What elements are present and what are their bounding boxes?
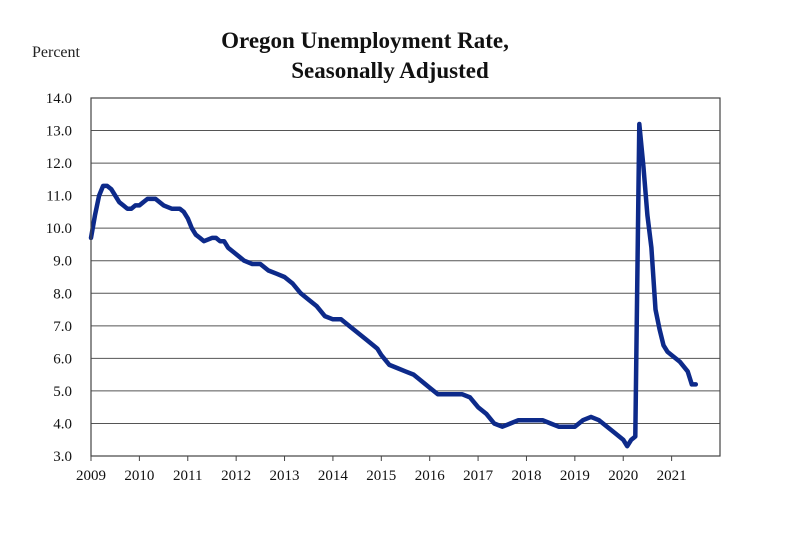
x-tick-labels: 2009 2010 2011 2012 2013 2014 2015 2016 2017 2018… bbox=[76, 456, 687, 484]
y-tick-labels: 14.0 13.0 12.0 11.0 10.0 9.0 8.0 7.0 6.0 5.0 4.0 3.… bbox=[46, 91, 72, 465]
y-tick-label: 8.0 bbox=[53, 286, 72, 302]
x-tick-label: 2012 bbox=[221, 468, 251, 484]
x-tick-label: 2009 bbox=[76, 468, 106, 484]
x-tick-label: 2020 bbox=[608, 468, 638, 484]
gridlines bbox=[91, 97, 720, 457]
y-tick-label: 14.0 bbox=[46, 91, 72, 107]
series-layer bbox=[88, 121, 699, 449]
x-tick-label: 2013 bbox=[270, 468, 300, 484]
x-tick-label: 2017 bbox=[463, 468, 494, 484]
x-tick-label: 2011 bbox=[173, 468, 202, 484]
x-tick-label: 2021 bbox=[657, 468, 687, 484]
y-tick-label: 13.0 bbox=[46, 124, 72, 140]
y-tick-label: 9.0 bbox=[53, 254, 72, 270]
x-tick-label: 2018 bbox=[511, 468, 541, 484]
x-tick-label: 2014 bbox=[318, 468, 349, 484]
x-tick-label: 2015 bbox=[366, 468, 396, 484]
plot-frame bbox=[90, 97, 721, 457]
x-tick-label: 2019 bbox=[560, 468, 590, 484]
y-tick-label: 7.0 bbox=[53, 319, 72, 335]
chart-title-line-1: Oregon Unemployment Rate, bbox=[221, 28, 509, 53]
x-tick-label: 2010 bbox=[124, 468, 154, 484]
y-tick-label: 4.0 bbox=[53, 416, 72, 432]
y-tick-label: 6.0 bbox=[53, 351, 72, 367]
y-tick-label: 5.0 bbox=[53, 384, 72, 400]
chart-title-line-2: Seasonally Adjusted bbox=[291, 58, 489, 83]
y-axis-label: Percent bbox=[32, 44, 81, 61]
y-tick-label: 3.0 bbox=[53, 449, 72, 465]
y-tick-label: 10.0 bbox=[46, 221, 72, 237]
y-tick-label: 11.0 bbox=[46, 189, 72, 205]
y-tick-label: 12.0 bbox=[46, 156, 72, 172]
series-line-0 bbox=[88, 121, 699, 449]
x-tick-label: 2016 bbox=[415, 468, 446, 484]
